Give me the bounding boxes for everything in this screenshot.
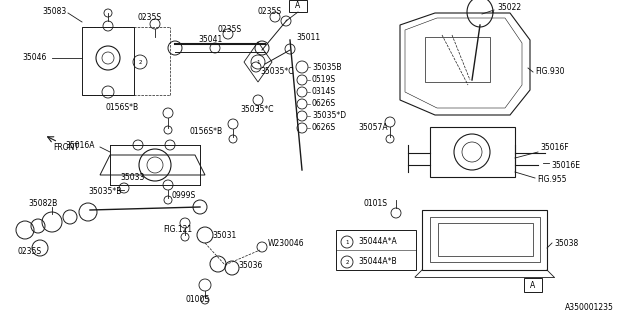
Text: 35083: 35083 — [42, 7, 67, 17]
Text: 0235S: 0235S — [138, 12, 162, 21]
Text: 1: 1 — [345, 239, 349, 244]
Text: 0235S: 0235S — [257, 7, 281, 17]
Text: 0626S: 0626S — [312, 100, 336, 108]
Text: 0101S: 0101S — [363, 198, 387, 207]
Text: 0519S: 0519S — [312, 76, 336, 84]
Text: W230046: W230046 — [268, 238, 305, 247]
Text: FIG.121: FIG.121 — [163, 226, 192, 235]
Text: 35038: 35038 — [554, 238, 579, 247]
Bar — [524, 278, 542, 292]
Text: 35035*B: 35035*B — [88, 188, 122, 196]
Bar — [422, 210, 547, 270]
Text: 35057A: 35057A — [358, 123, 388, 132]
Text: 35035*D: 35035*D — [312, 111, 346, 121]
Text: 35022: 35022 — [497, 4, 521, 12]
Text: 0626S: 0626S — [312, 124, 336, 132]
Text: A: A — [531, 281, 536, 290]
Text: 0100S: 0100S — [185, 295, 209, 305]
Bar — [336, 230, 416, 270]
Text: A350001235: A350001235 — [565, 303, 614, 313]
Text: 35033: 35033 — [120, 172, 145, 181]
Text: 35011: 35011 — [296, 33, 320, 42]
Text: FIG.955: FIG.955 — [537, 175, 566, 185]
Text: 35082B: 35082B — [28, 199, 57, 209]
Bar — [430, 217, 540, 262]
Text: 35044A*B: 35044A*B — [358, 258, 397, 267]
Bar — [425, 37, 490, 82]
Text: 35035B: 35035B — [312, 62, 342, 71]
Text: 0156S*B: 0156S*B — [190, 127, 223, 137]
Text: FIG.930: FIG.930 — [535, 68, 564, 76]
Text: 2: 2 — [138, 60, 141, 65]
Text: 0235S: 0235S — [18, 247, 42, 257]
Text: 35035*C: 35035*C — [260, 68, 294, 76]
Text: 35016A: 35016A — [65, 140, 95, 149]
Text: 35041: 35041 — [198, 36, 222, 44]
Bar — [289, 0, 307, 12]
Text: 0314S: 0314S — [312, 87, 336, 97]
Text: 2: 2 — [345, 260, 349, 265]
Text: 0235S: 0235S — [217, 25, 241, 34]
Text: 0999S: 0999S — [172, 190, 196, 199]
Text: 0156S*B: 0156S*B — [105, 102, 138, 111]
Bar — [438, 223, 533, 256]
Text: 35044A*A: 35044A*A — [358, 237, 397, 246]
Text: 35035*C: 35035*C — [240, 106, 273, 115]
Bar — [82, 27, 134, 95]
Text: 35016E: 35016E — [551, 161, 580, 170]
Text: 35036: 35036 — [238, 260, 262, 269]
Bar — [430, 127, 515, 177]
Text: 35046: 35046 — [22, 53, 46, 62]
Text: FRONT: FRONT — [53, 143, 79, 153]
Text: 35031: 35031 — [212, 230, 236, 239]
Text: 35016F: 35016F — [540, 143, 568, 153]
Text: 1: 1 — [256, 60, 260, 65]
Text: A: A — [296, 2, 301, 11]
